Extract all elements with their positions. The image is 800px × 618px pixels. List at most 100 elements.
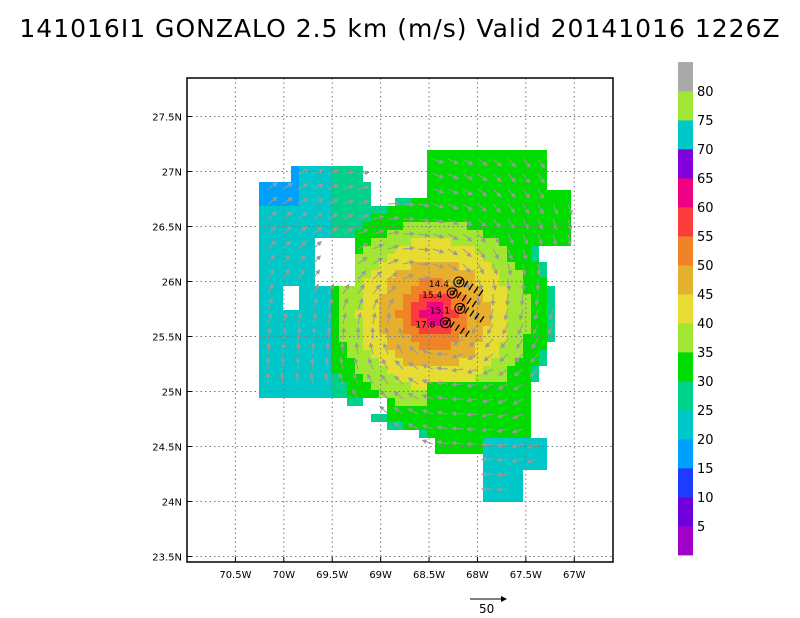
wind-speed-cell	[507, 422, 515, 430]
wind-speed-cell	[443, 294, 451, 302]
wind-vector	[417, 217, 430, 223]
wind-speed-cell	[483, 366, 491, 374]
wind-vector	[267, 297, 273, 310]
wind-speed-cell	[467, 230, 475, 238]
wind-speed-cell	[259, 206, 267, 214]
wind-speed-cell	[507, 446, 515, 454]
wind-vector	[297, 269, 305, 280]
wind-speed-cell	[523, 398, 531, 406]
wind-vector	[421, 424, 434, 430]
wind-speed-cell	[387, 326, 395, 334]
wind-speed-cell	[427, 318, 435, 326]
wind-speed-cell	[515, 454, 523, 462]
wind-speed-cell	[339, 182, 347, 190]
wind-vector	[514, 353, 524, 363]
wind-speed-cell	[403, 342, 411, 350]
wind-speed-cell	[475, 230, 483, 238]
wind-speed-cell	[355, 238, 363, 246]
colorbar-label: 10	[697, 491, 714, 506]
colorbar-label: 65	[697, 172, 714, 187]
wind-vector	[398, 327, 404, 340]
wind-speed-cell	[371, 350, 379, 358]
wind-speed-cell	[371, 294, 379, 302]
wind-vector	[537, 173, 545, 184]
wind-vector	[462, 218, 473, 227]
wind-speed-cell	[323, 230, 331, 238]
wind-speed-cell	[523, 430, 531, 438]
wind-speed-cell	[515, 478, 523, 486]
wind-speed-cell	[259, 262, 267, 270]
wind-speed-cell	[507, 150, 515, 158]
wind-speed-cell	[499, 158, 507, 166]
wind-speed-cell	[387, 246, 395, 254]
wind-speed-cell	[259, 310, 267, 318]
wind-speed-cell	[347, 294, 355, 302]
wind-speed-cell	[443, 174, 451, 182]
colorbar-segment	[678, 149, 693, 179]
wind-speed-cell	[563, 214, 571, 222]
wind-speed-cell	[371, 374, 379, 382]
wind-speed-cell	[403, 406, 411, 414]
wind-speed-cell	[435, 422, 443, 430]
wind-vector	[492, 248, 499, 260]
wind-speed-cell	[411, 342, 419, 350]
wind-speed-cell	[475, 214, 483, 222]
wind-speed-cell	[491, 190, 499, 198]
wind-speed-cell	[483, 422, 491, 430]
wind-speed-cell	[563, 198, 571, 206]
wind-speed-cell	[443, 206, 451, 214]
wind-speed-cell	[291, 374, 299, 382]
wind-speed-cell	[427, 182, 435, 190]
wind-speed-cell	[275, 182, 283, 190]
wind-speed-cell	[523, 318, 531, 326]
wind-speed-cell	[499, 350, 507, 358]
wind-speed-cell	[531, 174, 539, 182]
wind-speed-cell	[387, 310, 395, 318]
wind-speed-cell	[459, 198, 467, 206]
wind-speed-cell	[435, 310, 443, 318]
wind-barb	[471, 300, 477, 308]
wind-speed-cell	[395, 326, 403, 334]
wind-speed-cell	[363, 206, 371, 214]
wind-speed-cell	[395, 334, 403, 342]
wind-speed-cell	[267, 262, 275, 270]
wind-vector	[462, 233, 473, 242]
wind-vector	[421, 394, 434, 400]
wind-speed-cell	[331, 222, 339, 230]
wind-vector	[462, 188, 474, 196]
wind-speed-cell	[395, 406, 403, 414]
wind-speed-cell	[395, 318, 403, 326]
wind-speed-cell	[387, 214, 395, 222]
wind-speed-cell	[531, 246, 539, 254]
wind-speed-cell	[483, 246, 491, 254]
wind-vector	[421, 364, 434, 370]
wind-speed-cell	[403, 214, 411, 222]
wind-vector	[492, 263, 498, 276]
wind-speed-cell	[387, 406, 395, 414]
observation-label: 17.8	[415, 321, 435, 331]
wind-speed-cell	[507, 486, 515, 494]
wind-speed-cell	[419, 238, 427, 246]
wind-speed-cell	[347, 326, 355, 334]
wind-speed-cell	[435, 166, 443, 174]
wind-vector	[505, 293, 511, 306]
map-title: 141016I1 GONZALO 2.5 km (m/s) Valid 2014…	[19, 14, 781, 43]
wind-vector	[451, 367, 464, 373]
wind-speed-cell	[419, 334, 427, 342]
wind-vector	[477, 158, 488, 166]
wind-speed-cell	[331, 350, 339, 358]
wind-speed-cell	[467, 318, 475, 326]
wind-speed-cell	[475, 422, 483, 430]
wind-vector	[327, 184, 340, 190]
wind-speed-cell	[347, 398, 355, 406]
wind-barb	[451, 288, 457, 296]
wind-speed-cell	[459, 166, 467, 174]
wind-speed-cell	[259, 214, 267, 222]
wind-vector	[511, 443, 524, 449]
wind-speed-cell	[291, 230, 299, 238]
wind-speed-cell	[315, 374, 323, 382]
wind-speed-cell	[259, 358, 267, 366]
wind-speed-cell	[275, 198, 283, 206]
wind-barb	[461, 294, 467, 302]
